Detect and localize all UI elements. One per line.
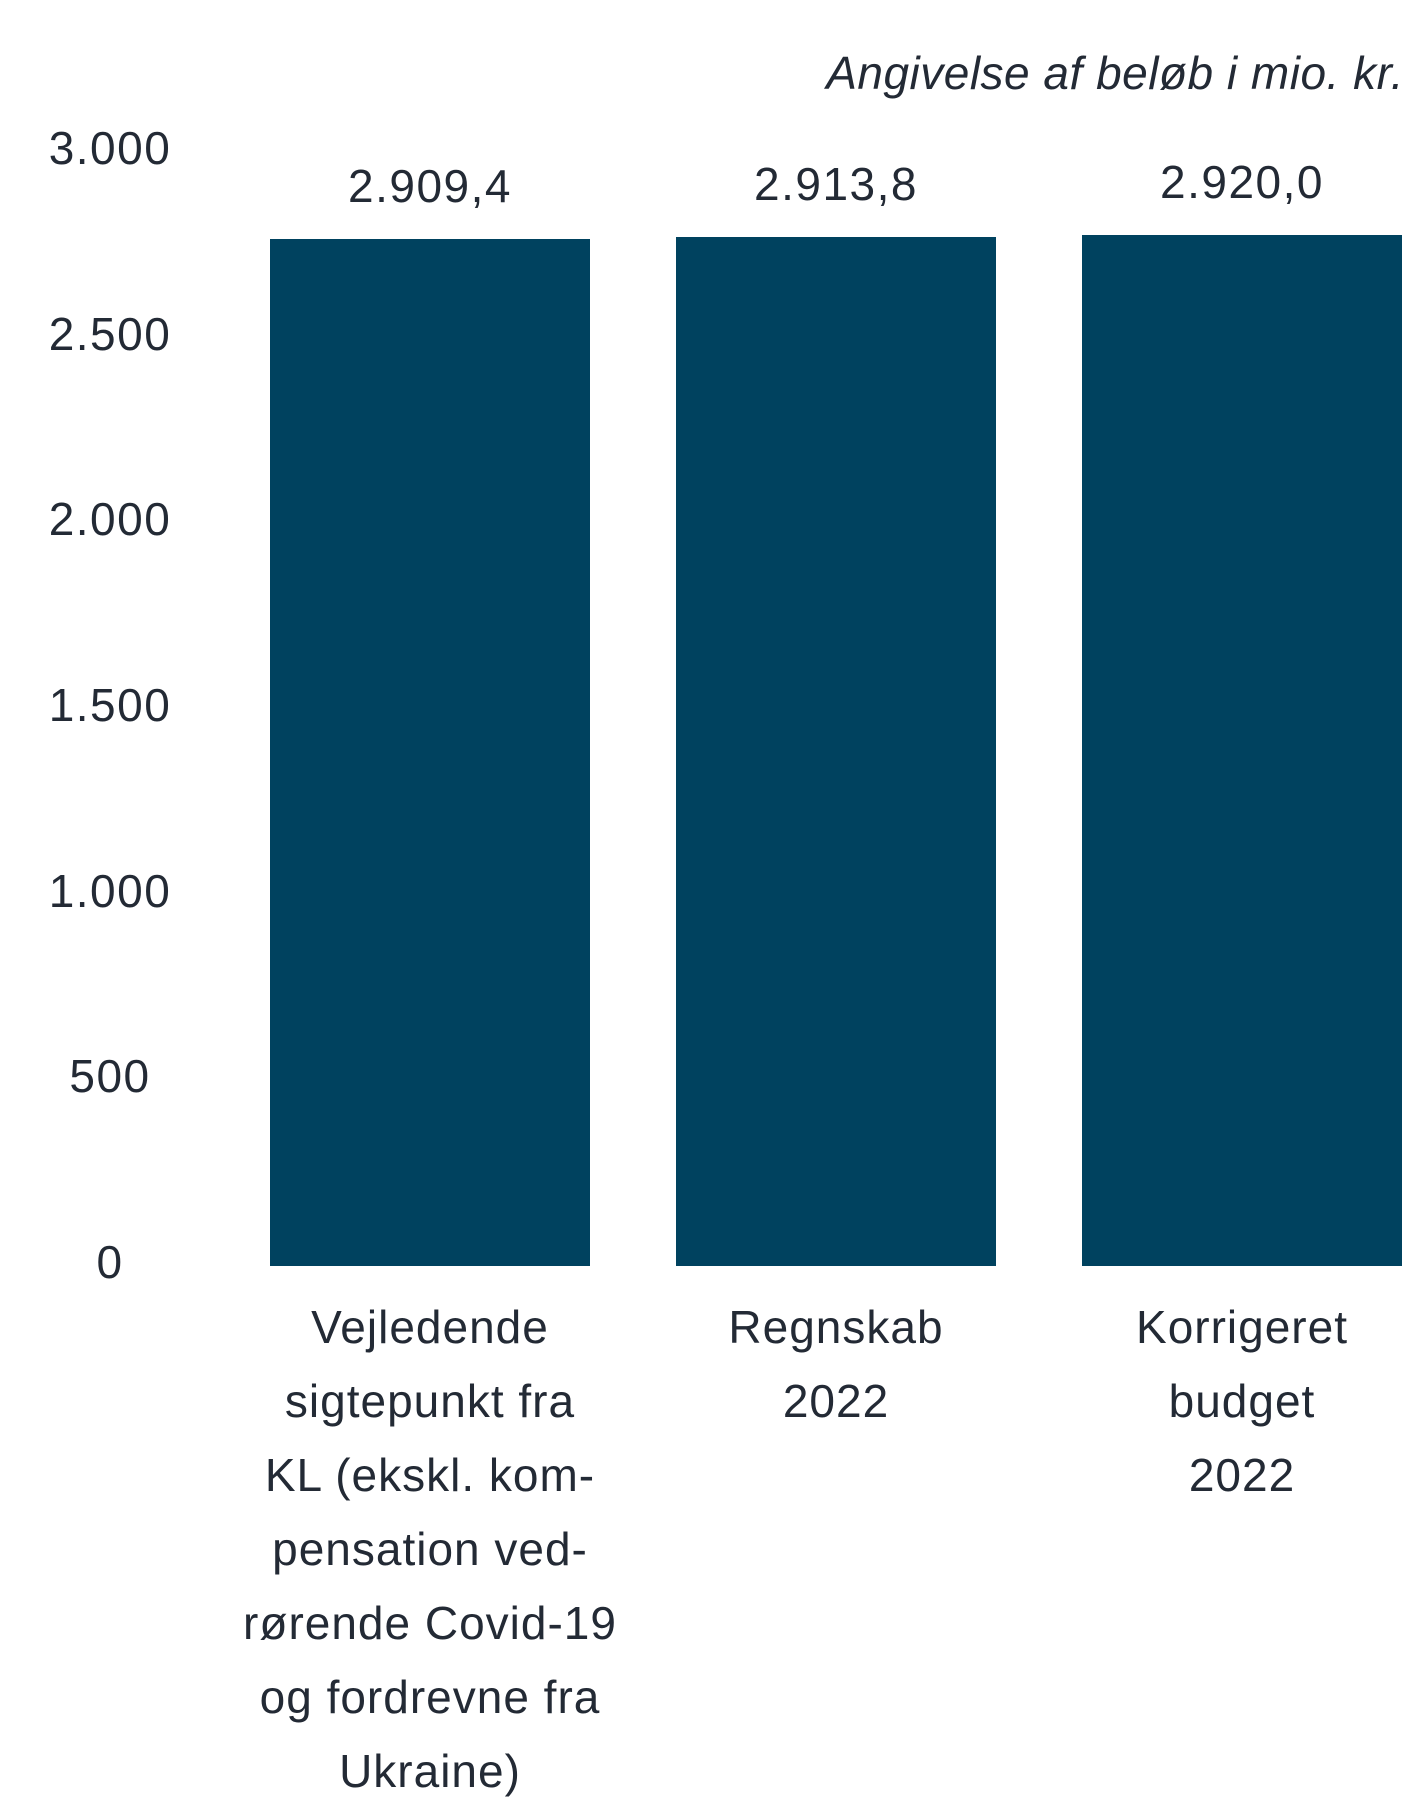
x-axis-category-label: Korrigeret budget 2022 — [1136, 1301, 1348, 1501]
y-axis-tick: 3.000 — [48, 122, 172, 174]
bar-value-label: 2.913,8 — [754, 158, 918, 211]
bar-value-label: 2.909,4 — [348, 160, 512, 212]
bar — [1082, 235, 1402, 1266]
x-axis-category-label: Vejledende sigtepunkt fra KL (ekskl. kom… — [243, 1301, 617, 1797]
y-axis-tick: 2.500 — [48, 308, 172, 360]
y-axis: 3.000 2.500 2.000 1.500 1.000 500 0 — [0, 0, 220, 1802]
bar-value-label: 2.920,0 — [1160, 156, 1324, 209]
bar-group: 2.920,0 Korrigeret budget 2022 — [1082, 0, 1402, 1802]
bar-group: 2.909,4 Vejledende sigtepunkt fra KL (ek… — [243, 0, 616, 1802]
y-axis-tick: 2.000 — [48, 493, 172, 545]
unit-annotation: Angivelse af beløb i mio. kr. — [826, 47, 1404, 99]
bar — [676, 237, 996, 1266]
y-axis-tick: 500 — [69, 1050, 151, 1102]
bar — [270, 239, 590, 1266]
y-axis-tick: 0 — [96, 1236, 124, 1288]
x-axis-category-label: Regnskab 2022 — [728, 1301, 944, 1427]
y-axis-tick: 1.000 — [48, 865, 172, 917]
y-axis-tick: 1.500 — [48, 679, 172, 731]
bar-group: 2.913,8 Regnskab 2022 — [676, 0, 996, 1802]
